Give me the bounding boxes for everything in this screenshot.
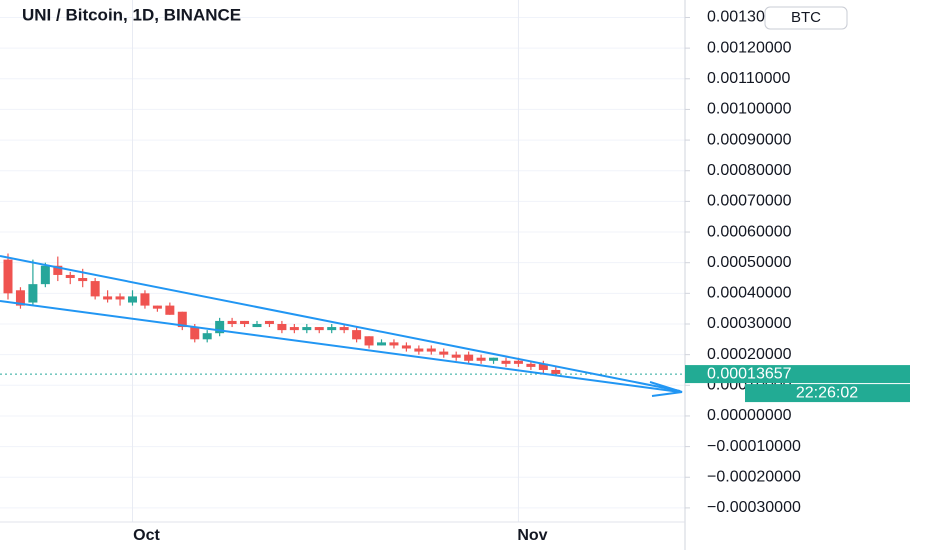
candle-body [3, 259, 13, 294]
y-tick-label: −0.00010000 [707, 438, 801, 455]
candle-body [476, 357, 486, 361]
currency-button-label[interactable]: BTC [791, 9, 821, 26]
candle-body [15, 290, 25, 306]
lower-trendline [0, 300, 681, 393]
candle-body [215, 320, 225, 334]
candle-body [152, 305, 162, 309]
candle-body [352, 330, 362, 340]
y-tick-label: 0.00030000 [707, 315, 792, 332]
y-tick-label: 0.00100000 [707, 101, 792, 118]
upper-trendline [0, 255, 681, 392]
candle-body [128, 296, 137, 303]
candle-body [327, 327, 337, 331]
y-tick-label: 0.00020000 [707, 346, 792, 363]
candle-body [464, 354, 474, 361]
candle-body [227, 320, 237, 324]
candle-body [40, 265, 50, 285]
candle-body [115, 296, 125, 300]
candle-body [426, 348, 436, 352]
y-tick-label: −0.00020000 [707, 468, 801, 485]
y-tick-label: 0.00090000 [707, 131, 792, 148]
candle-body [240, 320, 250, 324]
candles [0, 253, 685, 377]
candle-body [165, 305, 175, 315]
candle-body [28, 284, 38, 303]
trendlines [0, 255, 683, 397]
candle-body [439, 351, 449, 355]
last-price-label: 0.00013657 [707, 365, 792, 382]
candle-body [501, 360, 511, 364]
candle-body [103, 296, 113, 300]
candle-body [177, 311, 187, 328]
x-tick-label: Oct [133, 527, 160, 544]
candle-body [289, 327, 299, 331]
y-tick-label: 0.00070000 [707, 193, 792, 210]
axis: 0.001300000.001200000.001100000.00100000… [133, 9, 910, 544]
candle-body [252, 323, 262, 328]
candle-body [377, 342, 386, 346]
candle-body [190, 327, 200, 340]
candle-body [526, 363, 536, 367]
last-price-box [685, 365, 910, 384]
candle-body [140, 293, 150, 306]
y-tick-label: 0.00080000 [707, 162, 792, 179]
candle-body [202, 333, 212, 340]
countdown-label: 22:26:02 [796, 384, 858, 401]
y-tick-label: 0.00050000 [707, 254, 792, 271]
candle-body [264, 320, 274, 324]
grid [0, 0, 685, 522]
candle-body [401, 345, 411, 349]
y-tick-label: 0.00110000 [707, 70, 790, 87]
candle-body [513, 360, 523, 364]
candle-body [364, 336, 374, 346]
candle-body [65, 274, 75, 279]
x-tick-label: Nov [517, 527, 547, 544]
candle-body [53, 265, 63, 275]
countdown-box [745, 384, 910, 403]
candle-body [90, 281, 100, 297]
candle-body [551, 369, 561, 374]
candle-body [339, 327, 349, 331]
arrow-head [649, 381, 683, 397]
y-tick-label: −0.00030000 [707, 499, 801, 516]
y-tick-label: 0.00040000 [707, 285, 792, 302]
candle-body [78, 278, 88, 282]
candle-body [277, 323, 287, 331]
candle-body [314, 327, 324, 331]
chart-title: UNI / Bitcoin, 1D, BINANCE [22, 5, 241, 24]
currency-button[interactable] [764, 6, 848, 30]
candle-body [414, 348, 424, 352]
y-tick-label: 0.00120000 [707, 39, 792, 56]
candle-body [302, 327, 312, 331]
candle-body [538, 363, 548, 370]
candle-body [389, 342, 399, 346]
candle-body [489, 357, 499, 361]
candle-body [451, 354, 461, 358]
y-tick-label: 0.00060000 [707, 223, 792, 240]
y-tick-label: 0.00000000 [707, 407, 792, 424]
